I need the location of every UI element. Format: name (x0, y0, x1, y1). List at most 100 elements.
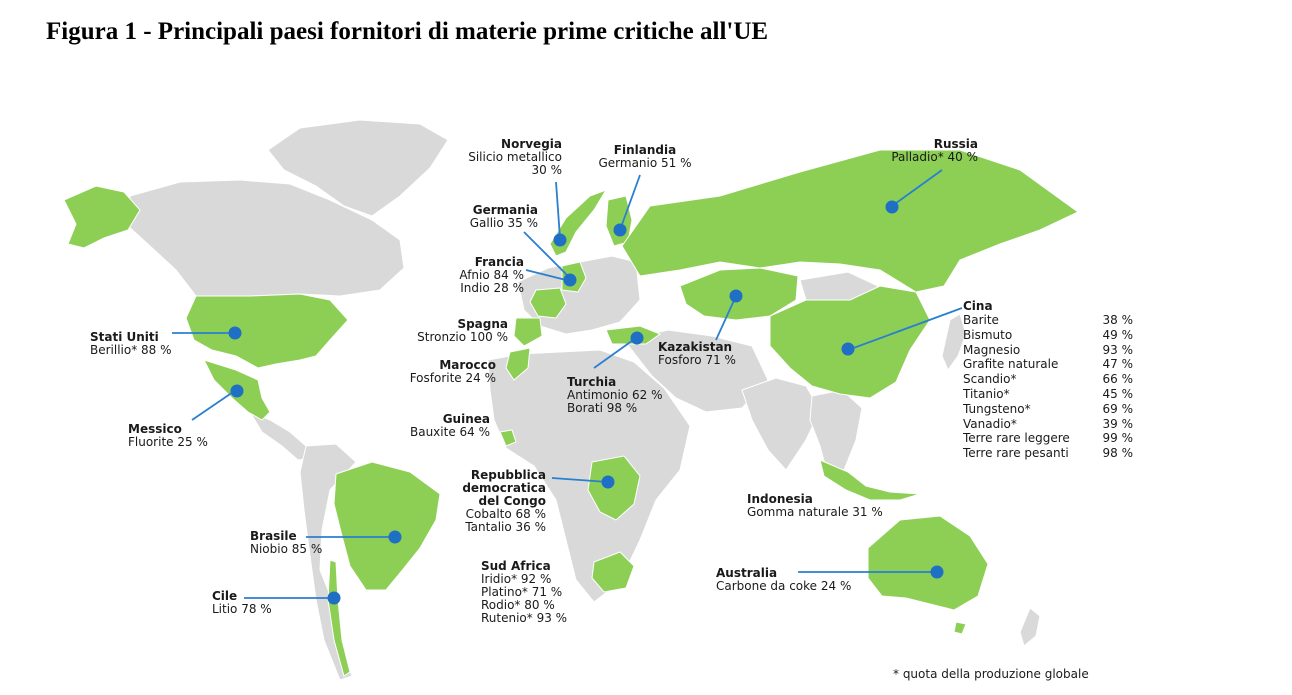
spain-shape (513, 317, 543, 347)
label-indonesia: Indonesia Gomma naturale 31 % (747, 493, 883, 519)
russia-shape (621, 149, 1079, 293)
label-stati-uniti: Stati Uniti Berillio* 88 % (90, 331, 172, 357)
country-name: Sud Africa (481, 559, 551, 573)
marker-messico (230, 384, 244, 398)
material-line: Niobio 85 % (250, 542, 323, 556)
morocco-shape (505, 347, 531, 381)
material-share: 93 % (1102, 342, 1134, 357)
material-line: Cobalto 68 % (465, 507, 546, 521)
label-cina: Cina (963, 300, 993, 313)
country-name: Australia (716, 566, 778, 580)
label-turchia: Turchia Antimonio 62 % Borati 98 % (567, 376, 662, 415)
marker-germania (563, 273, 577, 287)
material-line: Fosforite 24 % (409, 371, 496, 385)
tasmania-shape (953, 621, 967, 635)
label-guinea: Guinea Bauxite 64 % (390, 413, 490, 439)
china-shape (769, 285, 931, 399)
table-row: Tungsteno* 69 % (963, 402, 1133, 417)
congo-shape (587, 455, 641, 521)
indonesia-shape (819, 459, 921, 501)
label-australia: Australia Carbone da coke 24 % (716, 567, 851, 593)
label-norvegia: Norvegia Silicio metallico 30 % (462, 138, 562, 177)
material-line: Bauxite 64 % (409, 425, 490, 439)
country-name: Finlandia (613, 143, 677, 157)
footnote: * quota della produzione globale (893, 667, 1089, 681)
country-name: Guinea (442, 412, 490, 426)
central-america-shape (248, 410, 313, 461)
marker-congo (601, 475, 615, 489)
country-name: Repubblica (470, 468, 546, 482)
material-line: Tantalio 36 % (465, 520, 546, 534)
table-row: Grafite naturale 47 % (963, 357, 1133, 372)
material-share: 45 % (1102, 386, 1134, 401)
material-name: Vanadio* (963, 416, 1017, 431)
material-line: Gomma naturale 31 % (747, 505, 883, 519)
material-share: 39 % (1102, 416, 1134, 431)
greenland-shape (267, 119, 449, 217)
australia-shape (867, 515, 989, 611)
usa-shape (185, 293, 349, 369)
leader-cina (847, 307, 963, 351)
marker-turchia (630, 331, 644, 345)
table-row: Terre rare pesanti 98 % (963, 446, 1133, 461)
material-share: 66 % (1102, 372, 1134, 387)
country-name: democratica (462, 481, 546, 495)
country-name: Kazakistan (658, 340, 733, 354)
material-line: Rodio* 80 % (481, 598, 555, 612)
country-name: del Congo (478, 494, 546, 508)
france-shape (529, 287, 567, 319)
figure-title: Figura 1 - Principali paesi fornitori di… (46, 18, 769, 45)
label-francia: Francia Afnio 84 % Indio 28 % (424, 256, 524, 295)
marker-stati-uniti (228, 326, 242, 340)
material-line: Silicio metallico (468, 150, 562, 164)
material-share: 98 % (1102, 446, 1134, 461)
material-line: Berillio* 88 % (90, 343, 172, 357)
table-row: Magnesio 93 % (963, 343, 1133, 358)
country-name: Norvegia (501, 137, 562, 151)
country-name: Cina (963, 299, 993, 313)
material-line: Germanio 51 % (598, 156, 692, 170)
table-row: Bismuto 49 % (963, 328, 1133, 343)
marker-norvegia (553, 233, 567, 247)
country-name: Germania (472, 203, 538, 217)
new-zealand-shape (1019, 607, 1041, 647)
label-finlandia: Finlandia Germanio 51 % (590, 144, 700, 170)
material-line: Fluorite 25 % (128, 435, 208, 449)
material-line: Fosforo 71 % (658, 353, 736, 367)
table-row: Terre rare leggere 99 % (963, 431, 1133, 446)
material-line: Rutenio* 93 % (481, 611, 568, 625)
label-brasile: Brasile Niobio 85 % (250, 530, 322, 556)
chile-shape (327, 559, 351, 677)
material-line: Indio 28 % (460, 281, 524, 295)
marker-brasile (388, 530, 402, 544)
material-share: 99 % (1102, 431, 1134, 446)
country-name: Brasile (250, 529, 297, 543)
label-cile: Cile Litio 78 % (212, 590, 272, 616)
leader-norvegia (555, 181, 561, 239)
table-row: Titanio* 45 % (963, 387, 1133, 402)
leader-turchia (593, 337, 637, 369)
material-share: 47 % (1102, 357, 1134, 372)
label-sud-africa: Sud Africa Iridio* 92 % Platino* 71 % Ro… (481, 560, 567, 625)
label-marocco: Marocco Fosforite 24 % (388, 359, 496, 385)
africa-shape (487, 349, 691, 603)
country-name: Messico (128, 422, 182, 436)
material-line: 30 % (531, 163, 563, 177)
country-name: Francia (474, 255, 524, 269)
material-share: 38 % (1102, 313, 1134, 327)
material-share: 69 % (1102, 401, 1134, 416)
leader-russia (891, 169, 943, 207)
leader-finlandia (619, 174, 641, 231)
brazil-shape (333, 461, 441, 591)
material-line: Carbone da coke 24 % (716, 579, 852, 593)
marker-cina (841, 342, 855, 356)
cina-materials-table: Barite 38 % Bismuto 49 % Magnesio 93 % Graf… (963, 313, 1133, 461)
country-name: Spagna (457, 317, 508, 331)
table-row: Barite 38 % (963, 313, 1133, 328)
material-name: Magnesio (963, 342, 1021, 357)
material-line: Borati 98 % (567, 401, 638, 415)
label-spagna: Spagna Stronzio 100 % (398, 318, 508, 344)
material-name: Tungsteno* (963, 401, 1031, 416)
material-name: Barite (963, 313, 999, 327)
